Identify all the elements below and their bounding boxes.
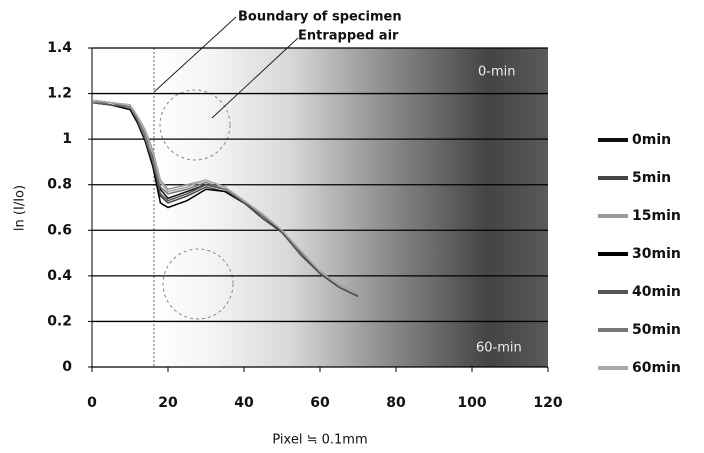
y-tick-label: 1.2 bbox=[47, 86, 72, 102]
annotation: Entrapped air bbox=[298, 29, 399, 44]
series-line bbox=[92, 101, 359, 295]
legend-label: 5min bbox=[632, 170, 671, 186]
x-tick-label: 20 bbox=[158, 395, 178, 411]
annotation: Boundary of specimen bbox=[238, 10, 402, 25]
x-axis-label: Pixel ≒ 0.1mm bbox=[272, 433, 367, 448]
x-tick-label: 100 bbox=[457, 395, 486, 411]
x-tick-label: 60 bbox=[310, 395, 330, 411]
y-tick-label: 0 bbox=[62, 359, 72, 375]
y-tick-label: 1 bbox=[62, 131, 72, 147]
annotation: 60-min bbox=[476, 341, 522, 356]
y-axis-label: ln (I/Io) bbox=[13, 185, 28, 231]
y-tick-label: 0.4 bbox=[47, 268, 72, 284]
x-tick-label: 0 bbox=[87, 395, 97, 411]
plot-background bbox=[152, 48, 548, 367]
y-tick-label: 0.8 bbox=[47, 177, 72, 193]
air-circle bbox=[162, 248, 234, 320]
legend-label: 0min bbox=[632, 132, 671, 148]
legend-label: 50min bbox=[632, 322, 681, 338]
x-tick-label: 120 bbox=[533, 395, 562, 411]
series-line bbox=[91, 101, 359, 298]
x-tick-label: 80 bbox=[386, 395, 406, 411]
legend-label: 60min bbox=[632, 360, 681, 376]
y-tick-label: 1.4 bbox=[47, 40, 72, 56]
legend-label: 40min bbox=[632, 284, 681, 300]
legend-label: 30min bbox=[632, 246, 681, 262]
x-tick-label: 40 bbox=[234, 395, 254, 411]
air-circle bbox=[159, 89, 231, 161]
y-tick-label: 0.6 bbox=[47, 222, 72, 238]
annotation-arrow bbox=[153, 16, 237, 93]
annotation: 0-min bbox=[478, 65, 515, 80]
legend-label: 15min bbox=[632, 208, 681, 224]
annotation-arrow bbox=[211, 37, 299, 119]
y-tick-label: 0.2 bbox=[47, 313, 72, 329]
series-line bbox=[91, 99, 359, 295]
